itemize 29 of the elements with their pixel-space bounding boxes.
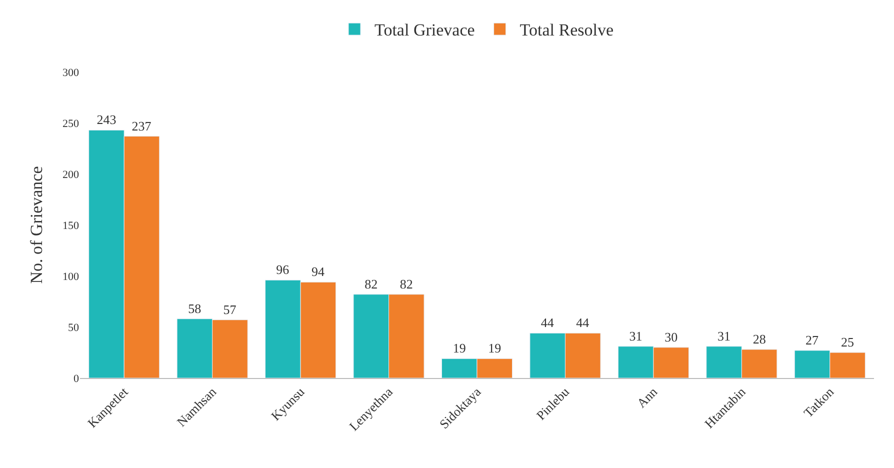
y-tick-label: 100 xyxy=(62,270,80,283)
y-tick-label: 300 xyxy=(62,66,80,79)
legend-label: Total Grievace xyxy=(374,20,475,40)
data-label: 31 xyxy=(718,328,731,344)
data-label: 58 xyxy=(188,300,202,316)
y-axis-title: No. of Grievance xyxy=(27,166,46,284)
data-label: 19 xyxy=(452,340,466,356)
legend-label: Total Resolve xyxy=(520,20,614,40)
y-tick-label: 0 xyxy=(74,372,80,385)
y-tick-label: 50 xyxy=(68,322,80,334)
data-label: 27 xyxy=(805,332,819,348)
data-label: 243 xyxy=(96,112,116,128)
y-tick-label: 250 xyxy=(62,118,80,130)
y-tick-label: 150 xyxy=(62,220,80,232)
data-label: 94 xyxy=(311,264,325,280)
data-label: 44 xyxy=(540,315,554,330)
data-label: 25 xyxy=(841,334,854,350)
data-label: 57 xyxy=(223,302,237,317)
data-label: 19 xyxy=(488,340,502,356)
data-label: 237 xyxy=(132,118,152,134)
data-label: 28 xyxy=(752,331,766,346)
data-label: 82 xyxy=(400,276,413,292)
data-label: 30 xyxy=(664,329,678,344)
data-label: 82 xyxy=(364,276,378,292)
y-tick-label: 200 xyxy=(62,168,80,181)
data-label: 44 xyxy=(576,315,590,330)
x-tick-label: Ann xyxy=(634,384,661,411)
data-label: 31 xyxy=(629,328,642,344)
data-label: 96 xyxy=(276,262,290,278)
